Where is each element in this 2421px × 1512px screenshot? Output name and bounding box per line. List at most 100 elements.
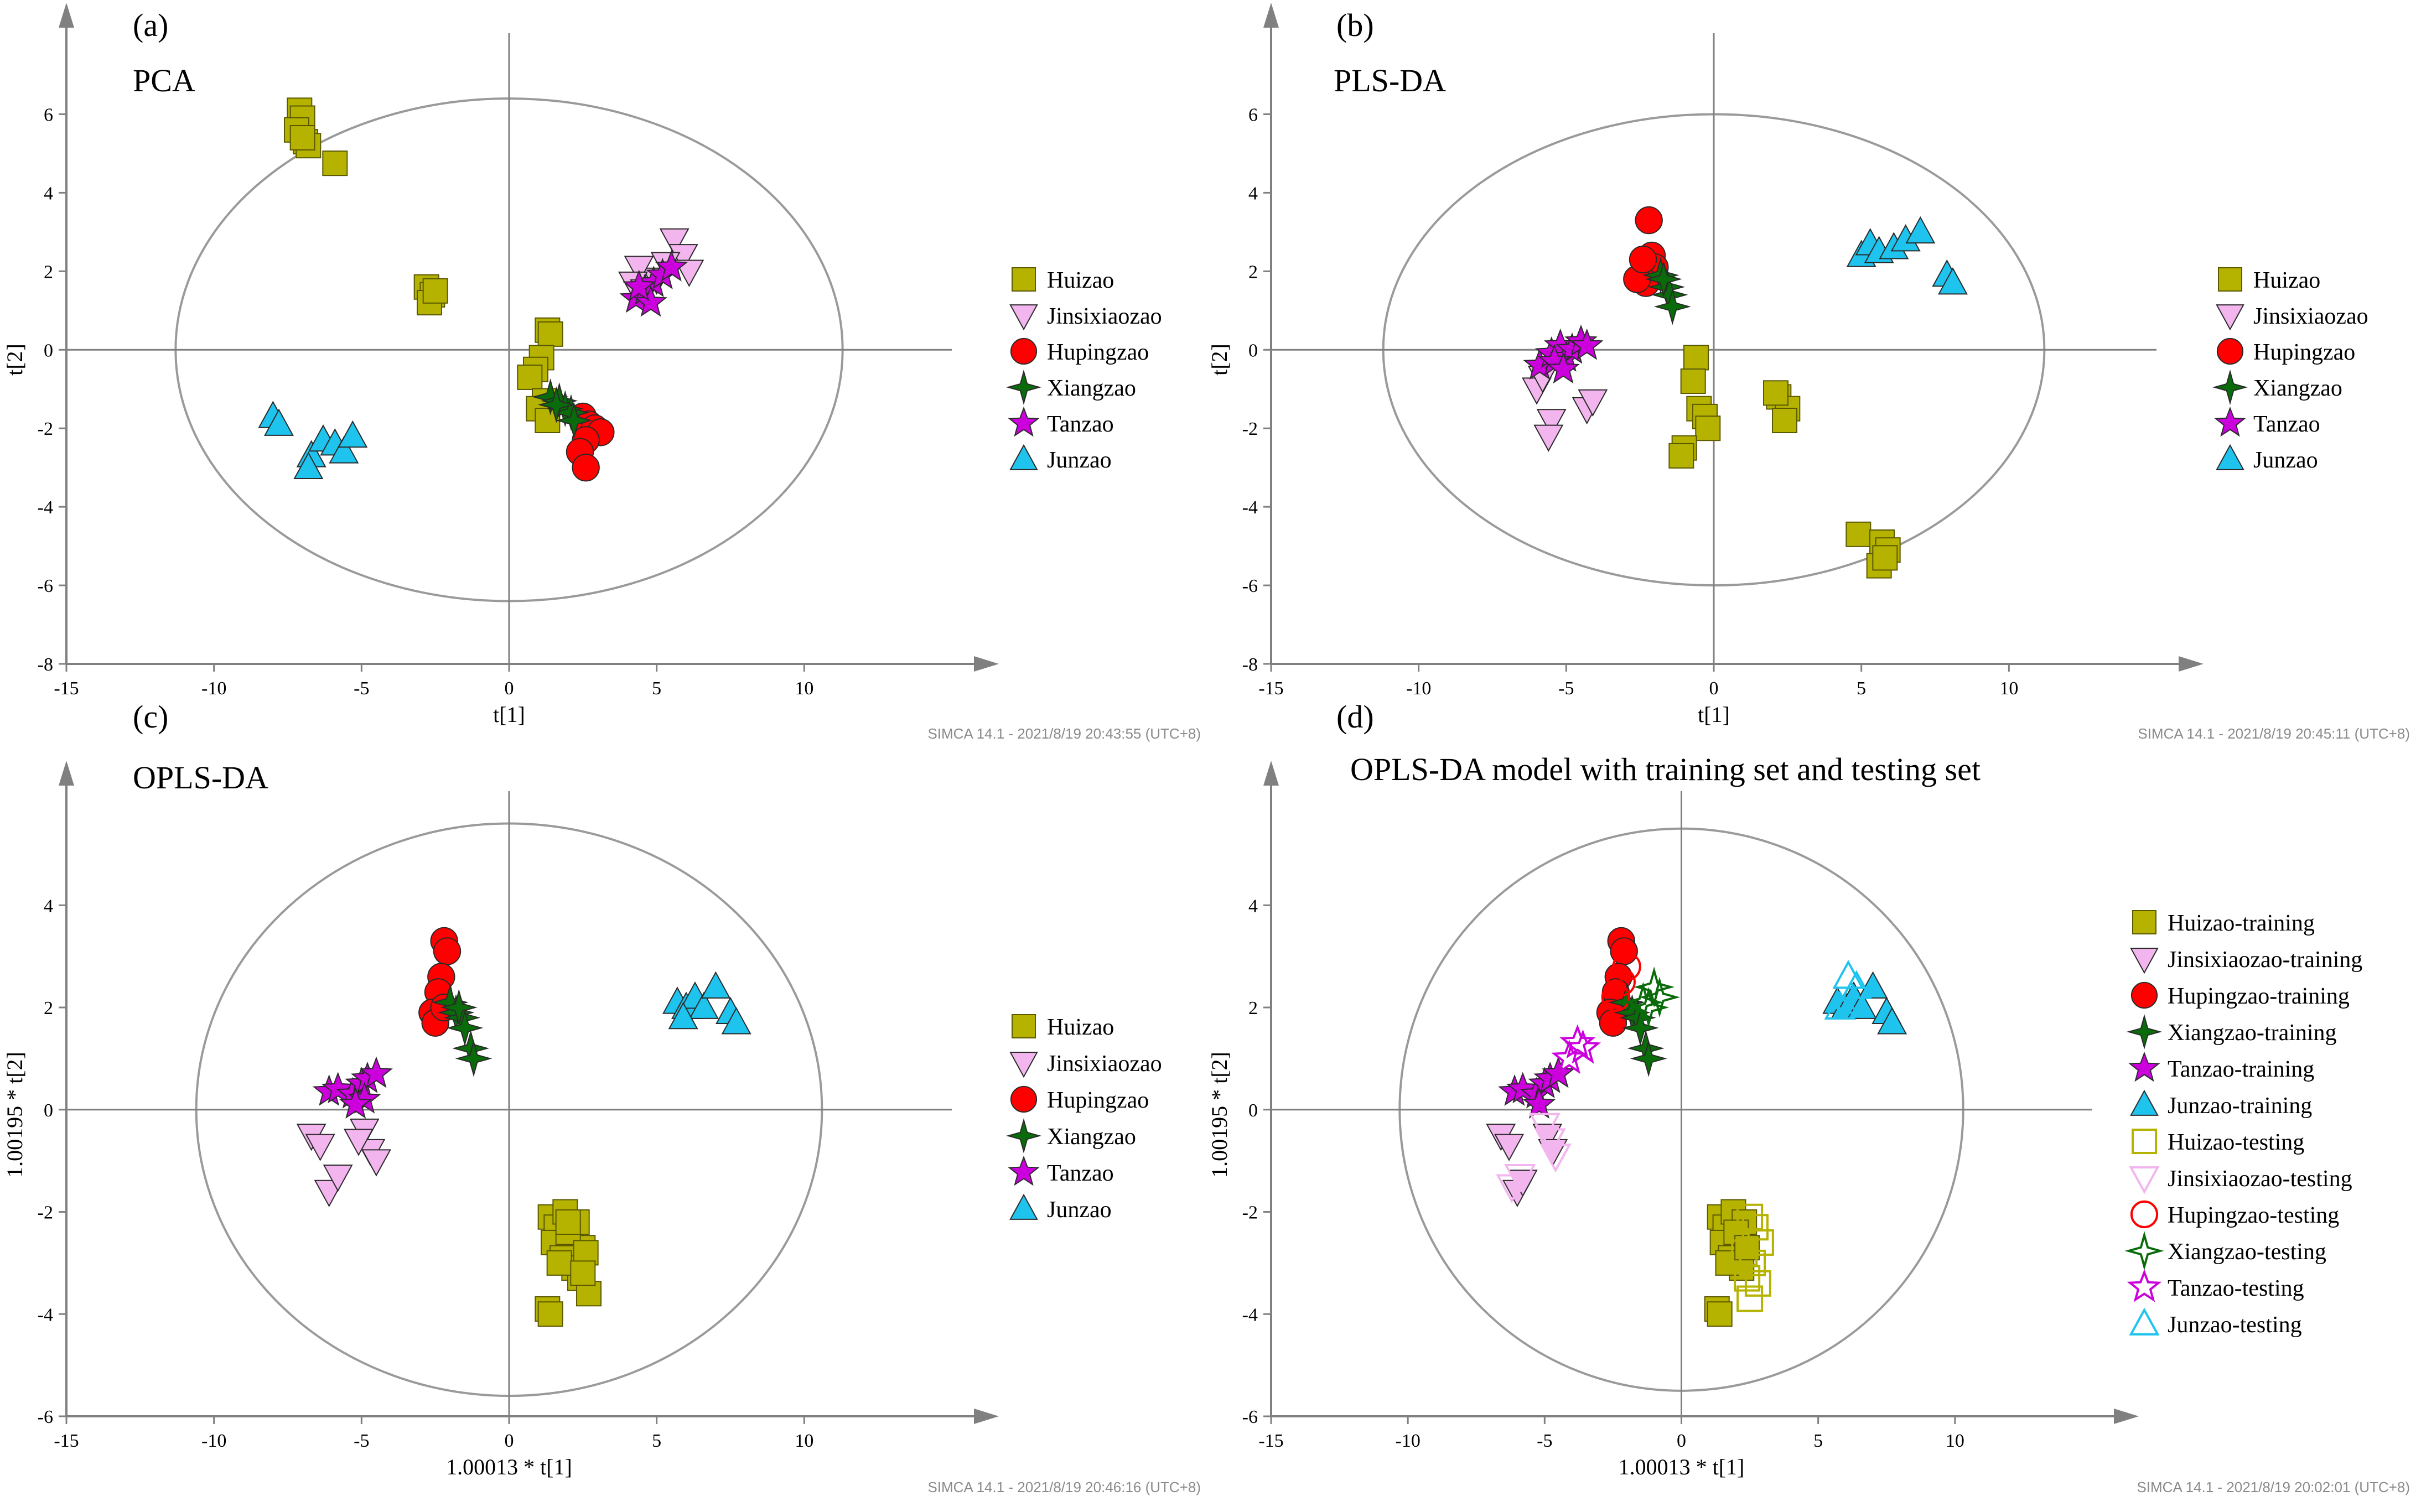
x-tick-label: -15 (1258, 678, 1283, 699)
legend-label: Huizao (2253, 268, 2320, 293)
data-point (622, 269, 656, 302)
legend-marker (2216, 304, 2244, 331)
data-point (293, 451, 324, 479)
legend-label: Xiangzao-testing (2168, 1239, 2326, 1265)
y-tick-label: 4 (44, 896, 53, 916)
y-axis-arrow (59, 3, 74, 28)
legend-label: Hupingzao (2253, 340, 2355, 365)
legend-marker (1005, 1118, 1042, 1154)
data-point (1536, 409, 1567, 437)
x-axis-arrow (2114, 1409, 2139, 1424)
legend-marker (2126, 1014, 2163, 1050)
x-tick-label: -5 (1558, 678, 1574, 699)
data-point (1680, 368, 1706, 394)
y-tick-label: 6 (44, 105, 53, 125)
data-point (1938, 267, 1968, 295)
series-xiangzao (532, 378, 593, 439)
series-xiangzao (431, 984, 493, 1077)
legend-label: Xiangzao (1047, 1124, 1136, 1150)
data-point (1528, 1113, 1561, 1142)
y-tick-label: 2 (44, 998, 53, 1019)
x-axis-arrow (2179, 656, 2204, 672)
series-junzao-training (1822, 971, 1907, 1035)
data-point (634, 285, 667, 317)
legend-item: Huizao-training (2132, 910, 2315, 936)
data-point (422, 278, 448, 304)
legend-marker (1008, 406, 1040, 437)
y-axis-arrow (1263, 761, 1279, 786)
y-tick-label: 2 (1248, 998, 1258, 1019)
data-point (537, 386, 575, 423)
data-point (546, 1250, 572, 1276)
x-tick-label: -10 (1396, 1431, 1421, 1451)
legend-item: Tanzao-testing (2127, 1269, 2304, 1302)
legend-label: Tanzao (2253, 412, 2320, 437)
panel-c: -15 -10 -5 0 5 10 -6 -4 -2 0 2 4 1.00013 * t[1] 1.001… (2, 699, 1201, 1495)
data-point (289, 125, 315, 151)
data-point (264, 408, 294, 436)
data-point (1606, 967, 1636, 997)
data-point (1707, 1301, 1733, 1327)
panel-title: PLS-DA (1334, 63, 1446, 98)
legend-item: Junzao (2216, 444, 2318, 473)
legend-item: Xiangzao-training (2126, 1014, 2337, 1050)
series-tanzao (1523, 324, 1604, 384)
legend-item: Tanzao (1008, 406, 1114, 437)
legend-item: Tanzao (2214, 406, 2320, 437)
data-point (655, 250, 688, 282)
data-point (701, 971, 731, 999)
legend-marker (2127, 1269, 2162, 1302)
data-point (1578, 389, 1608, 417)
x-tick-label: -5 (1537, 1431, 1552, 1451)
data-point (360, 1056, 393, 1088)
panel-title: PCA (133, 63, 195, 98)
legend-marker (1012, 1014, 1036, 1038)
y-axis-arrow (1263, 3, 1279, 28)
legend-item: Hupingzao-training (2130, 981, 2350, 1009)
y-tick-label: -4 (1242, 1305, 1258, 1325)
data-point (1635, 206, 1663, 235)
legend-label: Tanzao-training (2168, 1057, 2314, 1082)
data-point (1772, 408, 1797, 433)
series-hupingzao-testing (1601, 952, 1641, 1012)
data-point (1628, 986, 1670, 1028)
panel-title: OPLS-DA model with training set and test… (1350, 751, 1981, 787)
legend: Huizao Jinsixiaozao Hupingzao Xiangzao Tanza… (1005, 267, 1162, 473)
y-tick-label: -6 (38, 576, 53, 596)
series-huizao (535, 1199, 602, 1327)
data-point (322, 150, 348, 176)
y-tick-label: 2 (44, 262, 53, 282)
x-tick-label: 0 (505, 1431, 514, 1451)
legend-marker (2218, 267, 2242, 292)
legend-label: Jinsixiaozao (1047, 304, 1162, 329)
series-junzao-testing (1824, 960, 1873, 1020)
y-tick-label: -6 (1242, 576, 1258, 596)
legend-label: Huizao-testing (2168, 1130, 2304, 1155)
data-point (1824, 990, 1856, 1020)
data-point (1612, 952, 1641, 981)
legend-marker (1005, 369, 1042, 406)
y-tick-label: -2 (1242, 1203, 1258, 1223)
y-tick-label: 4 (1248, 896, 1258, 916)
legend: Huizao-training Jinsixiaozao-training Hupi… (2124, 910, 2362, 1338)
y-tick-label: -6 (38, 1407, 53, 1427)
x-tick-label: 0 (1709, 678, 1719, 699)
legend-marker (2129, 1166, 2160, 1194)
legend-label: Tanzao (1047, 1161, 1114, 1186)
software-timestamp: SIMCA 14.1 - 2021/8/19 20:46:16 (UTC+8) (927, 1479, 1201, 1495)
x-tick-label: -15 (54, 678, 79, 699)
y-tick-label: -2 (38, 1203, 53, 1223)
legend-label: Junzao (1047, 1197, 1112, 1223)
legend-label: Jinsixiaozao-testing (2168, 1166, 2352, 1192)
series-junzao (258, 401, 368, 479)
legend-label: Junzao (1047, 448, 1112, 473)
data-point (659, 228, 690, 256)
series-junzao (1846, 216, 1968, 295)
data-point (1547, 352, 1580, 384)
legend-item: Junzao (1009, 444, 1112, 473)
legend-item: Hupingzao (2216, 337, 2355, 365)
legend-label: Jinsixiaozao (1047, 1051, 1162, 1077)
legend-label: Huizao-training (2168, 911, 2315, 936)
x-tick-label: 0 (505, 678, 514, 699)
legend-label: Jinsixiaozao-training (2168, 947, 2362, 973)
